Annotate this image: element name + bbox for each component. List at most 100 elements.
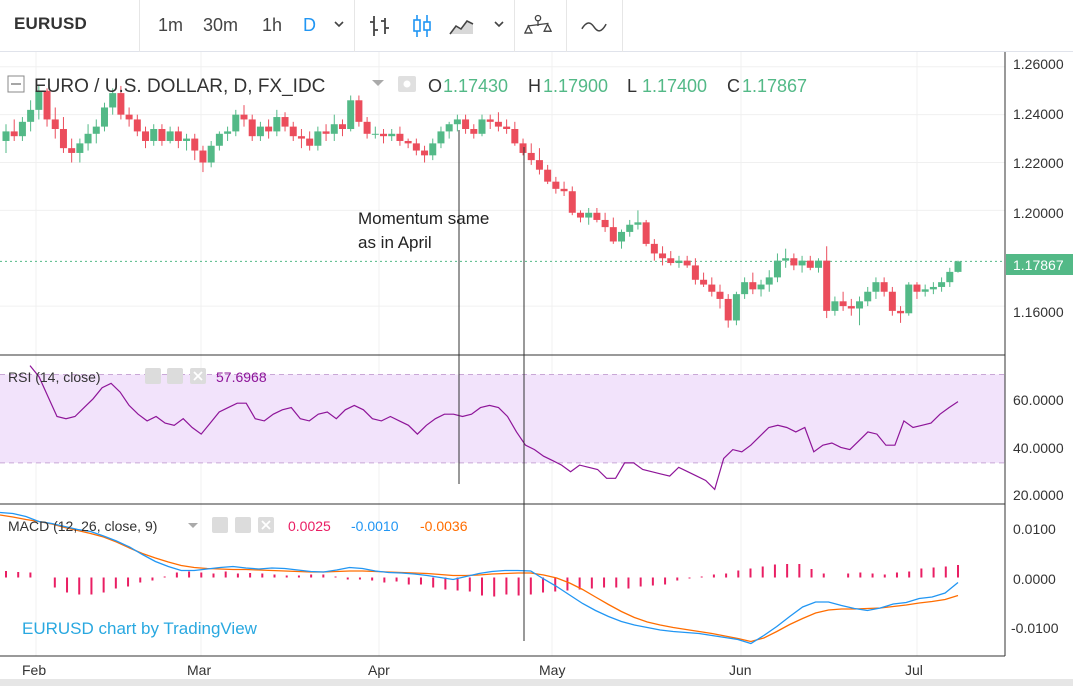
interval-d[interactable]: D xyxy=(303,15,316,35)
macd-hist-value: 0.0025 xyxy=(288,518,331,534)
candle-body xyxy=(724,298,732,321)
candle-body xyxy=(790,258,798,266)
candle-body xyxy=(297,136,305,139)
candle-body xyxy=(634,222,642,225)
candle-body xyxy=(856,301,864,309)
compare-icon[interactable] xyxy=(580,12,608,40)
candle-body xyxy=(133,119,141,132)
candle-body xyxy=(429,143,437,156)
low-value: 1.17400 xyxy=(642,76,707,96)
eye-icon[interactable] xyxy=(212,517,228,533)
candle-body xyxy=(76,143,84,153)
chevron-down-icon[interactable] xyxy=(188,523,198,528)
candle-body xyxy=(897,310,905,314)
open-value: 1.17430 xyxy=(443,76,508,96)
main-legend: EURO / U.S. DOLLAR, D, FX_IDC O 1.17430 … xyxy=(7,75,807,97)
candle-body xyxy=(396,133,404,141)
candle-body xyxy=(314,131,322,146)
candle-body xyxy=(494,121,502,127)
gear-icon[interactable] xyxy=(167,368,183,384)
candlestick-chart-icon[interactable] xyxy=(408,12,436,40)
candle-body xyxy=(404,140,412,144)
interval-1m[interactable]: 1m xyxy=(158,15,184,35)
candle-body xyxy=(568,191,576,213)
candle-body xyxy=(224,131,232,134)
high-value: 1.17900 xyxy=(543,76,608,96)
candle-body xyxy=(273,117,281,132)
candle-body xyxy=(486,119,494,122)
candle-body xyxy=(814,260,822,268)
macd-line xyxy=(0,511,959,645)
candle-body xyxy=(659,253,667,259)
candle-body xyxy=(142,131,150,141)
bar-chart-icon[interactable] xyxy=(366,12,394,40)
candle-body xyxy=(888,291,896,311)
candle-body xyxy=(618,231,626,242)
candle-body xyxy=(289,126,297,137)
candle-body xyxy=(700,279,708,285)
chevron-down-icon[interactable] xyxy=(333,18,345,30)
symbol-selector[interactable]: EURUSD xyxy=(14,14,87,33)
eye-icon[interactable] xyxy=(145,368,161,384)
main-series-title[interactable]: EURO / U.S. DOLLAR, D, FX_IDC xyxy=(34,76,325,97)
candle-body xyxy=(445,124,453,132)
candle-body xyxy=(183,138,191,141)
candle-body xyxy=(109,93,117,108)
candle-body xyxy=(765,277,773,285)
chevron-down-icon[interactable] xyxy=(372,80,384,86)
candle-body xyxy=(174,131,182,141)
rsi-band xyxy=(0,374,1005,463)
candle-body xyxy=(150,129,158,141)
y-tick-label: 1.24000 xyxy=(1013,106,1064,122)
candle-body xyxy=(913,284,921,292)
candle-body xyxy=(100,107,108,127)
macd-legend: MACD (12, 26, close, 9) 0.0025 -0.0010 -… xyxy=(8,517,468,534)
candle-body xyxy=(347,100,355,130)
toolbar-divider xyxy=(622,0,623,52)
rsi-legend: RSI (14, close) 57.6968 xyxy=(8,368,267,385)
candle-body xyxy=(954,261,962,272)
chevron-down-icon[interactable] xyxy=(493,18,505,30)
tradingview-watermark[interactable]: EURUSD chart by TradingView xyxy=(22,619,258,638)
candle-body xyxy=(462,119,470,130)
candle-body xyxy=(511,129,519,144)
chart-canvas[interactable]: Momentum same as in April 1.26000 1.2400… xyxy=(0,52,1073,686)
candle-body xyxy=(880,282,888,292)
interval-30m[interactable]: 30m xyxy=(203,15,239,35)
rsi-title[interactable]: RSI (14, close) xyxy=(8,369,101,385)
candle-body xyxy=(626,224,634,232)
x-tick-label: Mar xyxy=(187,662,211,678)
area-chart-icon[interactable] xyxy=(448,12,476,40)
price-axis-labels: 1.26000 1.24000 1.22000 1.20000 1.16000 … xyxy=(1011,56,1064,636)
candle-body xyxy=(773,260,781,278)
bottom-scrollbar[interactable] xyxy=(0,679,1073,686)
chart-background xyxy=(0,52,1073,686)
indicators-icon[interactable] xyxy=(524,12,552,40)
gear-icon[interactable] xyxy=(235,517,251,533)
y-tick-label: 1.22000 xyxy=(1013,155,1064,171)
candle-body xyxy=(281,117,289,127)
candle-body xyxy=(59,129,67,149)
candle-body xyxy=(675,260,683,264)
top-toolbar: EURUSD 1m 30m 1h D xyxy=(0,0,1073,52)
macd-title[interactable]: MACD (12, 26, close, 9) xyxy=(8,518,157,534)
close-label: C xyxy=(727,76,740,96)
candle-body xyxy=(256,126,264,137)
annotation-text-line2: as in April xyxy=(358,233,432,252)
y-tick-label: -0.0100 xyxy=(1011,620,1059,636)
candle-body xyxy=(84,133,92,144)
candle-body xyxy=(265,126,273,132)
macd-histogram xyxy=(5,564,959,597)
candle-body xyxy=(552,181,560,189)
candle-body xyxy=(10,131,18,137)
candle-body xyxy=(470,129,478,134)
candle-body xyxy=(757,284,765,290)
candle-body xyxy=(232,114,240,132)
grid-lines xyxy=(0,52,1005,656)
interval-1h[interactable]: 1h xyxy=(262,15,283,35)
candle-body xyxy=(338,124,346,130)
candle-body xyxy=(741,282,749,295)
close-icon-glyph xyxy=(261,520,271,530)
candle-body xyxy=(191,138,199,151)
candle-body xyxy=(2,131,10,141)
